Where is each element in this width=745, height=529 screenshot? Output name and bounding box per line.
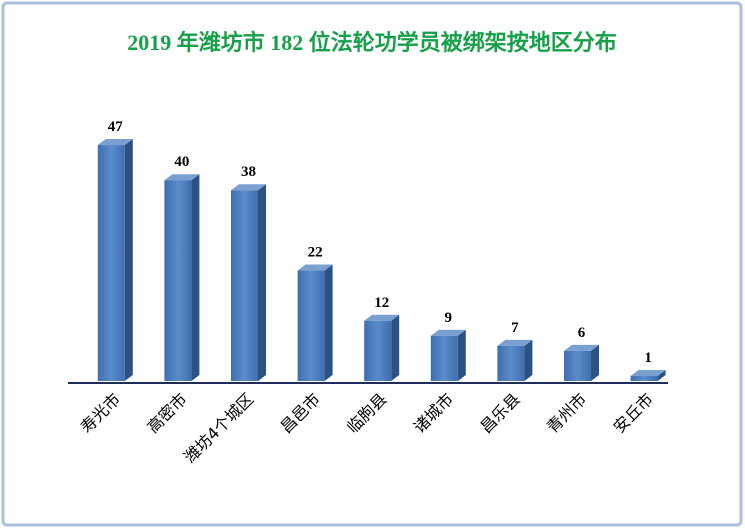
bar-face: [297, 270, 325, 381]
bar-face: [124, 139, 133, 381]
bar: [430, 329, 466, 381]
value-label: 22: [308, 245, 323, 261]
bar-face: [164, 180, 192, 381]
bar-face: [430, 335, 458, 381]
value-label: 7: [511, 320, 519, 336]
bar-face: [657, 369, 666, 381]
bar-face: [231, 184, 266, 191]
bar-face: [430, 329, 466, 336]
bar-face: [231, 190, 258, 381]
chart-title: 2019 年潍坊市 182 位法轮功学员被绑架按地区分布: [127, 30, 617, 55]
bar: [97, 139, 133, 381]
bar-face: [164, 174, 200, 181]
bar-face: [591, 344, 599, 381]
bar-face: [630, 369, 666, 376]
bar-face: [524, 339, 533, 381]
bar-face: [191, 174, 200, 381]
bar-face: [497, 339, 533, 346]
value-label: 9: [445, 310, 453, 326]
bar-face: [391, 314, 400, 381]
value-label: 47: [108, 119, 124, 135]
bar: [564, 344, 599, 381]
value-label: 12: [374, 295, 389, 311]
bar-face: [497, 345, 525, 381]
bar: [231, 184, 266, 381]
bar: [297, 264, 333, 381]
bar-face: [630, 375, 658, 381]
value-label: 1: [644, 350, 652, 366]
bar-face: [564, 344, 599, 351]
value-label: 40: [174, 154, 189, 170]
value-label: 38: [241, 164, 256, 180]
bar-face: [324, 264, 333, 381]
bar-face: [364, 314, 400, 321]
bar-face: [564, 350, 591, 381]
bar-face: [258, 184, 266, 381]
bar-face: [97, 145, 125, 381]
bar-face: [457, 329, 466, 381]
bar: [364, 314, 400, 381]
bar: [497, 339, 533, 381]
bar: [630, 369, 666, 381]
value-label: 6: [578, 325, 586, 341]
bar-face: [97, 139, 133, 146]
bar: [164, 174, 200, 381]
bar-face: [364, 320, 392, 381]
bar-face: [297, 264, 333, 271]
